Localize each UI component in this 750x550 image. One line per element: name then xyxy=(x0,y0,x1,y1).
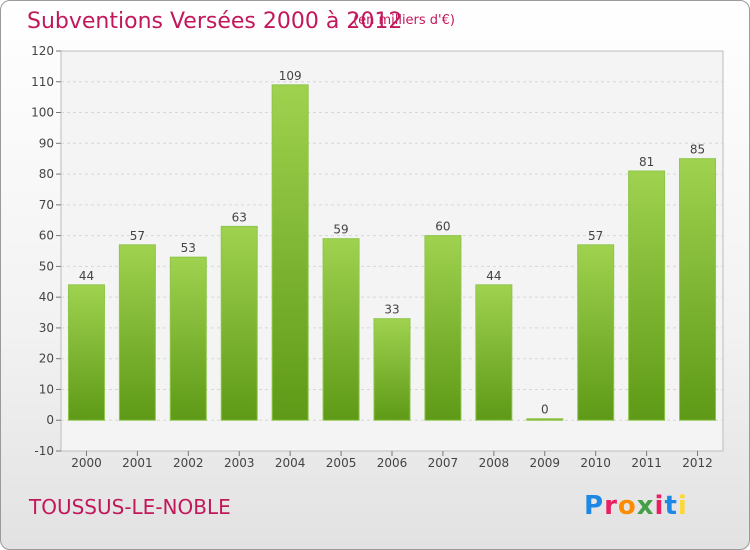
bar-value-label: 57 xyxy=(588,229,603,243)
y-tick-label: 40 xyxy=(39,290,54,304)
bar-value-label: 53 xyxy=(181,241,196,255)
bar xyxy=(475,284,513,421)
y-tick-label: 10 xyxy=(39,382,54,396)
y-tick-label: 30 xyxy=(39,321,54,335)
bar-value-label: 81 xyxy=(639,155,654,169)
bar-value-label: 60 xyxy=(435,220,450,234)
x-tick-label: 2011 xyxy=(631,456,662,470)
y-axis: -10 0 10 20 30 40 50 60 70 80 90 100 110 120 xyxy=(31,44,61,458)
x-tick-label: 2000 xyxy=(71,456,102,470)
bar xyxy=(220,225,258,421)
x-tick-label: 2009 xyxy=(529,456,560,470)
x-axis: 2000 2001 2002 2003 2004 2005 2006 2007 2008 2009… xyxy=(71,451,713,470)
chart-subtitle: (en milliers d'€) xyxy=(353,13,455,28)
proxiti-logo: Proxiti xyxy=(584,491,688,521)
bar xyxy=(169,256,207,421)
x-tick-label: 2012 xyxy=(682,456,713,470)
y-tick-label: 0 xyxy=(46,413,54,427)
y-tick-label: 90 xyxy=(39,136,54,150)
bar-value-label: 44 xyxy=(79,269,94,283)
x-tick-label: 2002 xyxy=(173,456,204,470)
y-tick-label: 50 xyxy=(39,259,54,273)
bar xyxy=(271,84,309,421)
chart-title: Subventions Versées 2000 à 2012 xyxy=(27,9,403,34)
logo-letter: r xyxy=(604,491,618,521)
bar xyxy=(628,170,666,421)
bar xyxy=(118,244,156,421)
logo-letter: x xyxy=(636,491,655,521)
y-tick-label: 60 xyxy=(39,229,54,243)
bars: 44 57 53 63 109 59 33 60 44 0 57 81 85 xyxy=(67,69,717,421)
x-tick-label: 2007 xyxy=(428,456,459,470)
bar-value-label: 57 xyxy=(130,229,145,243)
logo-letter: o xyxy=(617,491,637,521)
bar-value-label: 109 xyxy=(279,69,302,83)
bar-value-label: 63 xyxy=(232,210,247,224)
bar-value-label: 85 xyxy=(690,143,705,157)
x-tick-label: 2006 xyxy=(377,456,408,470)
y-tick-label: 120 xyxy=(31,44,54,58)
logo-letter: t xyxy=(664,491,678,521)
logo-letter: i xyxy=(654,491,665,521)
y-tick-label: -10 xyxy=(34,444,54,458)
x-tick-label: 2003 xyxy=(224,456,255,470)
bar-value-label: 44 xyxy=(486,269,501,283)
x-tick-label: 2005 xyxy=(326,456,357,470)
logo-letter: i xyxy=(677,491,688,521)
bar xyxy=(577,244,615,421)
bar-value-label: 0 xyxy=(541,403,549,417)
x-tick-label: 2001 xyxy=(122,456,153,470)
bar xyxy=(526,418,564,421)
y-tick-label: 110 xyxy=(31,75,54,89)
bar xyxy=(322,238,360,421)
y-tick-label: 20 xyxy=(39,352,54,366)
place-name: TOUSSUS-LE-NOBLE xyxy=(29,495,231,519)
bar xyxy=(373,318,411,421)
bar-value-label: 59 xyxy=(333,223,348,237)
bar xyxy=(67,284,105,421)
bar xyxy=(424,235,462,421)
x-tick-label: 2004 xyxy=(275,456,306,470)
bar xyxy=(679,158,717,421)
x-tick-label: 2010 xyxy=(580,456,611,470)
y-tick-label: 70 xyxy=(39,198,54,212)
y-tick-label: 80 xyxy=(39,167,54,181)
y-tick-label: 100 xyxy=(31,106,54,120)
x-tick-label: 2008 xyxy=(479,456,510,470)
logo-letter: P xyxy=(584,491,605,521)
bar-value-label: 33 xyxy=(384,303,399,317)
